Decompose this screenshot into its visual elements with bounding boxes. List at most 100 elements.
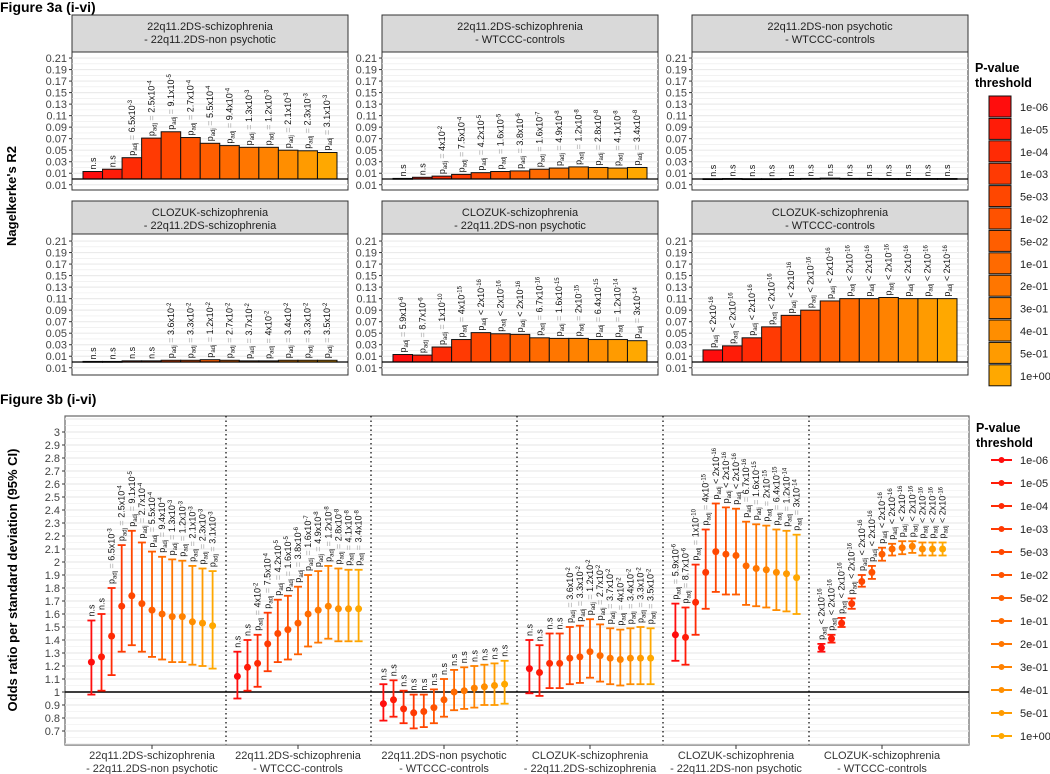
bar-p-label: n.s [398,164,408,177]
odds-ratio-point [199,619,206,627]
odds-ratio-point [732,552,740,559]
y-tick-label: 0.13 [356,282,377,294]
y-tick-label: 0.03 [46,340,67,352]
point-p-label: padj = 2.8x10-8 [333,508,345,564]
bar-p-label: n.s [903,164,913,177]
point-p-label: n.s [86,604,96,617]
bar [316,152,338,180]
odds-ratio-point [586,648,594,656]
bar-p-label: padj = 5.5x10-4 [205,85,217,141]
y-tick-label: 0.11 [46,294,67,306]
y-tick-label: 0.19 [356,248,377,260]
legend-label: 3e-01 [1020,304,1048,316]
panel-strip-title: CLOZUK-schizophrenia [152,207,269,219]
y-tick-label: 0.07 [356,317,377,329]
y-tick-label: 0.03 [356,340,377,352]
y-tick-label: 2.5 [45,492,60,504]
point-p-label: padj = 4.9x10-8 [313,511,325,567]
y-tick-label: 0.13 [46,99,67,111]
bar [412,354,433,363]
bar-p-label: padj < 2x10-16 [903,244,915,296]
odds-ratio-point [762,566,770,574]
odds-ratio-point [858,578,866,585]
odds-ratio-point [254,659,262,667]
group-label: CLOZUK-schizophrenia [824,750,941,762]
y-tick-label: 0.01 [46,351,67,363]
y-tick-label: 0.03 [356,157,377,169]
point-p-label: padj = 2.7x10-2 [595,564,607,620]
y-tick-label: 0.9 [45,700,60,712]
bar [878,296,899,363]
group-4: CLOZUK-schizophrenia- 22q11.2DS-schizoph… [524,559,658,774]
bar-p-label: n.s [127,346,137,359]
point-p-label: padj = 1.3x10-3 [167,499,179,555]
odds-ratio-point [209,622,217,630]
point-p-label: padj = 4x10-2 [253,582,265,631]
odds-ratio-point [480,683,488,691]
point-p-label: n.s [459,651,469,664]
y-tick-label: 1 [54,687,60,699]
legend-label: 1e-06 [1020,102,1048,114]
point-p-label: n.s [555,617,565,630]
panel-5: CLOZUK-schizophrenia- 22q11.2DS-non psyc… [356,200,659,376]
bar [219,145,240,180]
y-tick-label: 0.15 [356,88,377,100]
point-p-label: n.s [97,597,107,610]
odds-ratio-point [345,605,352,613]
y-tick-label: 0.11 [356,294,377,306]
panel-strip-title: CLOZUK-schizophrenia [772,207,889,219]
y-tick-label: 2 [54,557,60,569]
point-p-label: padj = 5.5x10-4 [147,491,159,547]
point-p-label: padj = 2.7x10-4 [137,482,149,538]
bar-p-label: padj < 2x10-16 [495,280,507,332]
bar [839,298,860,363]
panel-4: CLOZUK-schizophrenia- 22q11.2DS-schizoph… [46,200,349,376]
bar [607,339,628,363]
odds-ratio-point [868,568,876,576]
y-tick-label: 1.8 [45,583,60,595]
point-p-label: padj = 3x10-14 [792,479,804,531]
point-p-label: padj = 6.7x10-16 [741,458,753,518]
point-p-label: padj = 3.8x10-6 [293,526,305,582]
bar-p-label: padj = 1.6x10-5 [495,113,507,169]
bar-p-label: padj = 6.7x10-16 [535,276,547,336]
y-tick-label: 2.7 [45,466,60,478]
bar [238,146,260,180]
bar-p-label: padj < 2x10-16 [923,244,935,296]
point-p-label: padj < 2x10-16 [867,510,879,562]
bar-p-label: padj = 1.3x10-3 [244,89,256,145]
group-label: - 22q11.2DS-non psychotic [670,763,802,774]
group-label: - WTCCC-controls [399,763,489,774]
bar-p-label: n.s [845,164,855,177]
odds-ratio-point [596,652,604,660]
y-tick-label: 1.6 [45,609,60,621]
legend-dot [998,595,1005,601]
odds-ratio-point [324,602,332,610]
odds-ratio-point [828,635,835,643]
odds-ratio-point [98,653,105,661]
panel-strip-title: 22q11.2DS-schizophrenia [457,21,584,33]
y-tick-label: 0.09 [356,122,377,134]
point-p-label: padj = 3.5x10-2 [646,568,658,624]
odds-ratio-point [470,684,478,692]
y-tick-label: 0.01 [666,363,687,375]
odds-ratio-point [616,656,624,663]
bar [297,150,318,180]
bar-p-label: n.s [146,346,156,359]
bar-p-label: padj = 2.3x10-3 [303,92,315,148]
odds-ratio-point [294,619,302,627]
figure-3b-title: Figure 3b (i-vi) [0,391,96,407]
panel-1: 22q11.2DS-schizophrenia- 22q11.2DS-non p… [46,14,349,192]
y-tick-label: 0.07 [356,134,377,146]
bar-p-label: padj = 9.4x10-4 [225,87,237,143]
bar-p-label: padj < 2x10-16 [805,256,817,308]
y-tick-label: 2.4 [45,505,60,517]
bar [470,172,492,180]
legend-label: 5e-01 [1020,708,1048,720]
y-tick-label: 0.17 [356,259,377,271]
bar-p-label: padj = 1.6x10-7 [535,111,547,167]
odds-ratio-point [87,658,95,666]
odds-ratio-point [772,568,780,576]
point-p-label: padj < 2x10-16 [857,519,869,571]
y-tick-label: 0.07 [46,134,67,146]
